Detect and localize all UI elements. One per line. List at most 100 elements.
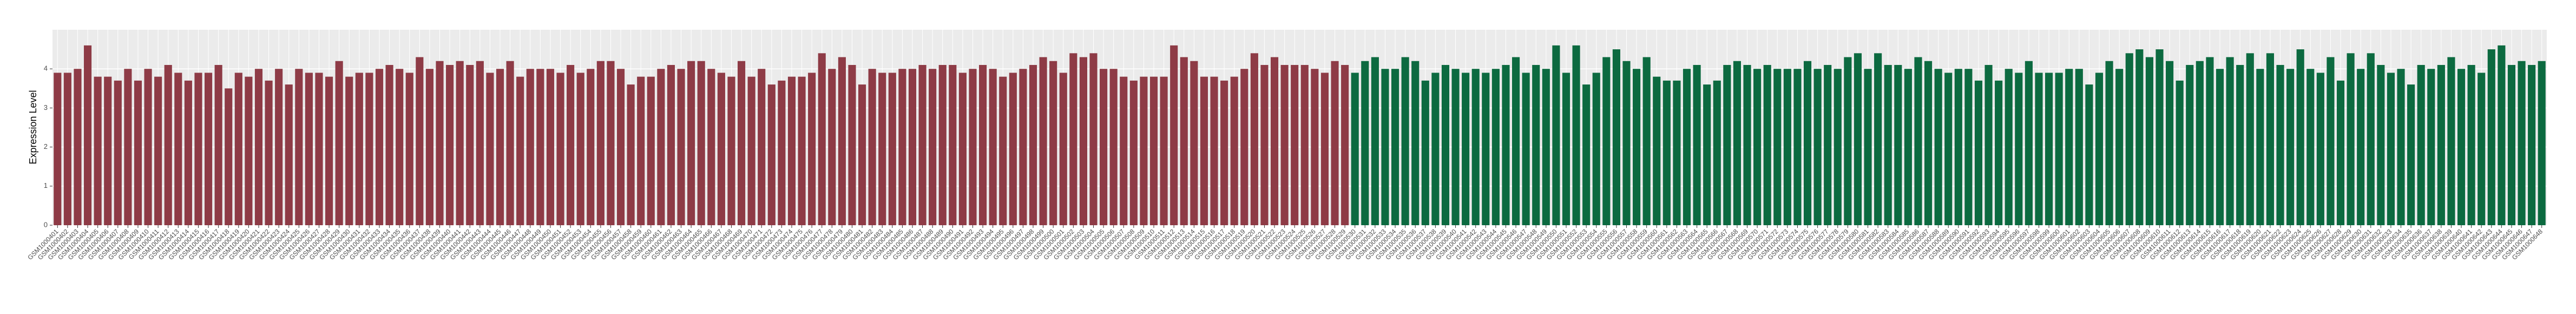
bar (2336, 80, 2345, 226)
bar (808, 73, 816, 226)
bar (205, 73, 213, 226)
bar (888, 73, 896, 226)
bar (1894, 64, 1902, 225)
bar (2437, 64, 2445, 225)
bar (1824, 64, 1832, 225)
bar (1491, 69, 1500, 225)
bar (104, 76, 112, 225)
bar (1451, 69, 1460, 225)
bar (225, 88, 233, 225)
bar (2296, 49, 2304, 225)
bar (958, 73, 967, 226)
bar (396, 69, 404, 225)
bar (1974, 80, 1983, 226)
bar (737, 61, 746, 225)
bar (627, 84, 635, 225)
bar (2306, 69, 2315, 225)
bar (727, 76, 735, 225)
bar (1401, 57, 1409, 225)
bar (2467, 64, 2475, 225)
bar (1592, 73, 1600, 226)
bar (124, 69, 132, 225)
bar (1743, 64, 1751, 225)
bar (2397, 69, 2405, 225)
bar (214, 64, 222, 225)
bar (2005, 69, 2013, 225)
bar (2125, 53, 2133, 225)
bar (275, 69, 283, 225)
bar (1331, 61, 1339, 225)
bar (1954, 69, 1962, 225)
bar (285, 84, 293, 225)
bar (2528, 64, 2536, 225)
bar (1773, 69, 1782, 225)
bar (83, 45, 92, 225)
bar (1391, 69, 1399, 225)
bar (2176, 80, 2184, 226)
bar (587, 69, 595, 225)
y-tick-label: 0 (44, 220, 48, 228)
bar (1793, 69, 1802, 225)
bar (838, 57, 846, 225)
bar (2135, 49, 2144, 225)
bar (1009, 73, 1017, 226)
bar (1834, 69, 1842, 225)
bar (2206, 57, 2214, 225)
y-axis-label: Expression Level (28, 90, 38, 164)
bar (1884, 64, 1892, 225)
bar (697, 61, 705, 225)
bar (2538, 61, 2546, 225)
bar (254, 69, 263, 225)
bar (878, 73, 886, 226)
bar (758, 69, 766, 225)
bar (2498, 45, 2506, 225)
bar (1914, 57, 1922, 225)
bar (1753, 69, 1762, 225)
bar (1109, 69, 1118, 225)
y-tick-label: 2 (44, 142, 48, 151)
bar (355, 73, 363, 226)
bar (546, 69, 555, 225)
bar (1471, 69, 1480, 225)
bar (164, 64, 172, 225)
bar (2266, 53, 2274, 225)
bar (1371, 57, 1379, 225)
bar (1361, 61, 1369, 225)
bar (456, 61, 464, 225)
bar (114, 80, 122, 226)
bar (1431, 73, 1440, 226)
bar (1089, 53, 1098, 225)
bar (1441, 64, 1450, 225)
bar (375, 69, 384, 225)
bar (234, 73, 242, 226)
bar (707, 69, 715, 225)
bar (2065, 69, 2073, 225)
bar (969, 69, 977, 225)
bar (687, 61, 695, 225)
bar (747, 76, 755, 225)
bar (2226, 57, 2234, 225)
bar (949, 64, 957, 225)
bar (2246, 53, 2254, 225)
bar (938, 64, 947, 225)
bar (576, 73, 584, 226)
bar (1904, 69, 1912, 225)
bar (1662, 80, 1671, 226)
bar (2377, 64, 2385, 225)
y-tick-label: 1 (44, 181, 48, 189)
bar (637, 76, 645, 225)
bar (1723, 64, 1731, 225)
bar (405, 73, 413, 226)
bar (2427, 69, 2435, 225)
bar (2055, 73, 2063, 226)
bar (828, 69, 836, 225)
bar (2186, 64, 2194, 225)
bar (2216, 69, 2224, 225)
bar (2487, 49, 2495, 225)
bar (1019, 69, 1027, 225)
bar (1280, 64, 1289, 225)
bar (929, 69, 937, 225)
bar (1270, 57, 1279, 225)
bar (2105, 61, 2113, 225)
bar (999, 76, 1007, 225)
